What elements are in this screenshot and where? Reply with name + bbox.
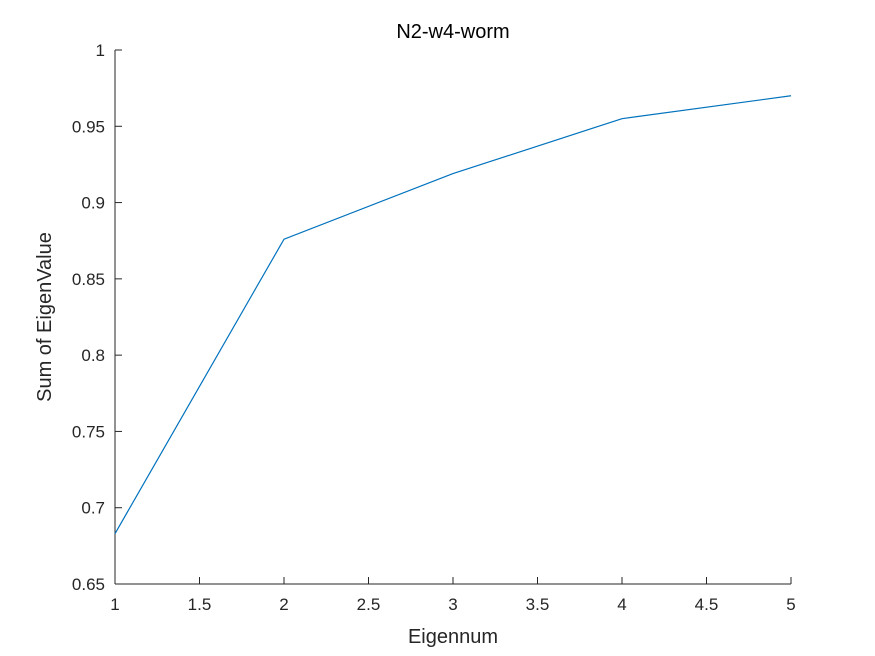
- y-tick-label: 0.75: [72, 422, 105, 441]
- y-tick-label: 0.85: [72, 270, 105, 289]
- y-tick-label: 1: [96, 41, 105, 60]
- x-axis-ticks: 1 1.5 2 2.5 3 3.5 4 4.5 5: [110, 577, 796, 614]
- x-tick-label: 4: [617, 595, 626, 614]
- x-tick-label: 1.5: [188, 595, 212, 614]
- y-tick-label: 0.95: [72, 117, 105, 136]
- x-tick-label: 3: [448, 595, 457, 614]
- chart-title: N2-w4-worm: [396, 21, 509, 43]
- x-tick-label: 2: [279, 595, 288, 614]
- y-tick-label: 0.9: [81, 194, 105, 213]
- plot-area: [115, 50, 791, 584]
- y-tick-label: 0.65: [72, 575, 105, 594]
- x-tick-label: 1: [110, 595, 119, 614]
- series-layer: [114, 95, 792, 534]
- series-line: [114, 95, 792, 534]
- y-axis-title: Sum of EigenValue: [34, 232, 56, 402]
- x-tick-label: 3.5: [526, 595, 550, 614]
- y-tick-label: 0.8: [81, 346, 105, 365]
- x-tick-label: 5: [786, 595, 795, 614]
- x-axis-title: Eigennum: [408, 626, 498, 648]
- y-axis-ticks: 0.65 0.7 0.75 0.8 0.85 0.9 0.95 1: [72, 41, 122, 594]
- x-tick-label: 2.5: [357, 595, 381, 614]
- x-tick-label: 4.5: [695, 595, 719, 614]
- y-tick-label: 0.7: [81, 499, 105, 518]
